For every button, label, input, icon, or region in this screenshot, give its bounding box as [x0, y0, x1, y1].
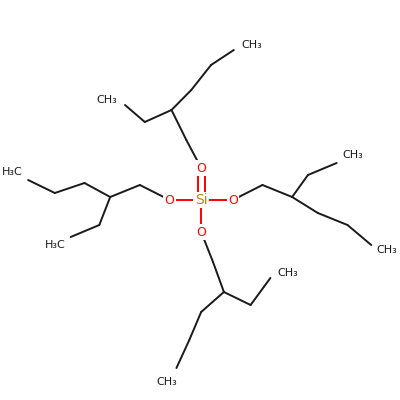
- Text: H₃C: H₃C: [44, 240, 65, 250]
- Text: O: O: [164, 194, 174, 206]
- Text: CH₃: CH₃: [156, 377, 177, 387]
- Text: CH₃: CH₃: [377, 245, 398, 255]
- Text: H₃C: H₃C: [2, 167, 23, 177]
- Text: CH₃: CH₃: [278, 268, 298, 278]
- Text: CH₃: CH₃: [241, 40, 262, 50]
- Text: O: O: [196, 226, 206, 238]
- Text: CH₃: CH₃: [342, 150, 363, 160]
- Text: O: O: [196, 162, 206, 174]
- Text: Si: Si: [195, 193, 208, 207]
- Text: O: O: [228, 194, 238, 206]
- Text: CH₃: CH₃: [97, 95, 118, 105]
